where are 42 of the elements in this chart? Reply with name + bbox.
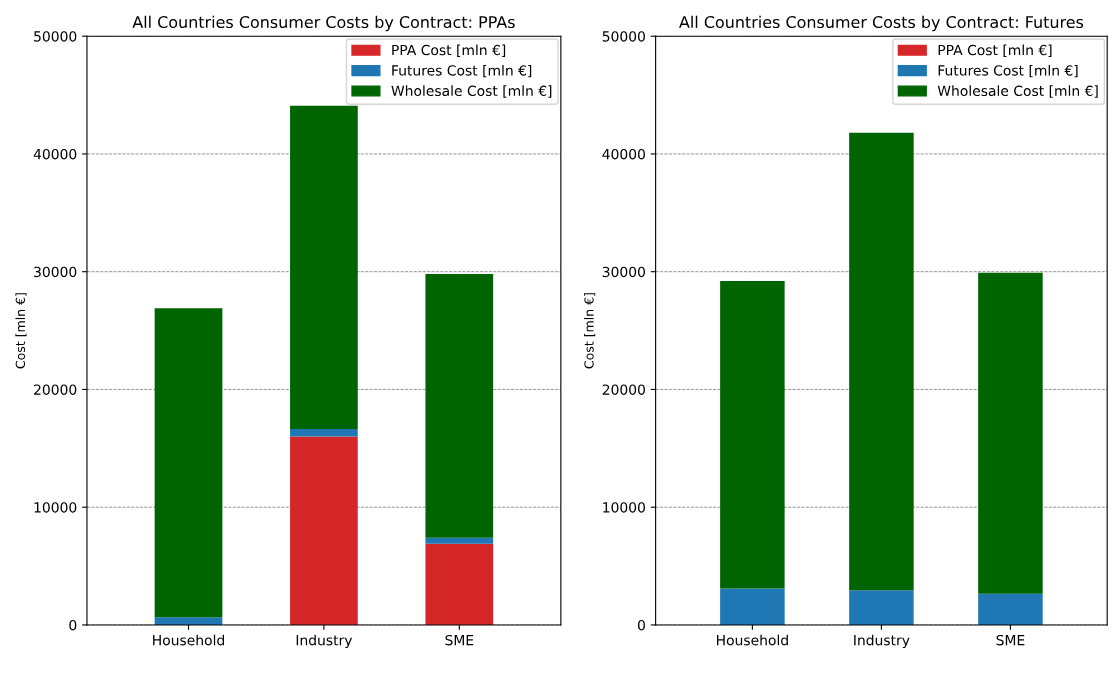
y-tick-label: 0 [69,619,77,631]
legend-label: PPA Cost [mln €] [938,44,1052,57]
y-tick-label: 10000 [34,502,77,513]
y-tick-label: 40000 [602,148,645,160]
y-tick-label: 30000 [602,266,645,278]
x-tick-label: SME [996,634,1025,646]
bar [720,588,785,625]
chart-title: All Countries Consumer Costs by Contract: Futures [679,15,1084,32]
y-tick-label: 50000 [602,31,645,42]
bar [720,281,785,589]
y-tick-label: 30000 [34,266,77,278]
x-tick-label: Household [717,634,788,646]
x-tick-label: Industry [854,634,910,649]
x-tick-label: Household [153,634,224,646]
y-tick-label: 10000 [603,502,645,513]
y-axis-title: Cost [mln €] [584,293,596,369]
chart-title: All Countries Consumer Costs by Contract: PPAs [132,15,515,32]
x-tick-label: SME [445,634,474,646]
legend-label: PPA Cost [mln €] [392,44,506,57]
bar [425,274,494,538]
y-tick-label: 40000 [33,148,77,160]
y-tick-label: 20000 [34,384,77,395]
y-axis-title: Cost [mln €] [15,293,27,369]
bar [290,105,358,429]
legend-label: Futures Cost [mln €] [938,64,1078,78]
bar [425,543,494,625]
legend-label: Wholesale Cost [mln €] [937,85,1098,98]
x-tick-label: Industry [296,634,353,649]
bar [849,132,914,591]
bar [154,308,223,618]
bar [849,590,914,625]
bar [154,617,223,625]
bar [290,428,358,437]
bar [978,593,1043,625]
bar [978,272,1043,594]
y-tick-label: 20000 [602,384,645,395]
legend-label: Futures Cost [mln €] [392,64,532,78]
y-tick-label: 50000 [34,31,77,42]
y-tick-label: 0 [637,619,645,631]
bar [290,436,358,625]
bar [425,537,494,544]
legend-label: Wholesale Cost [mln €] [391,85,552,98]
